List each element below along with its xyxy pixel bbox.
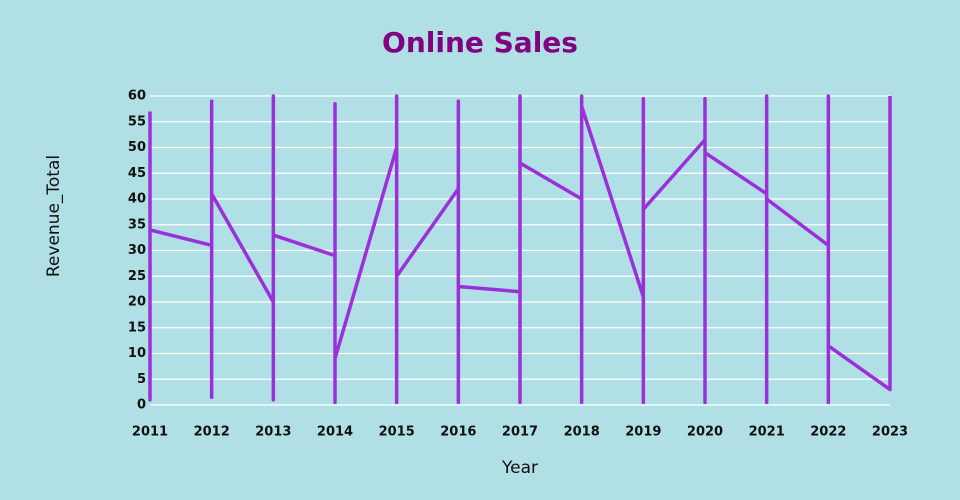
y-tick-label: 25 bbox=[128, 269, 146, 284]
y-tick-label: 40 bbox=[128, 192, 146, 207]
y-tick-label: 45 bbox=[128, 166, 146, 181]
y-tick-label: 30 bbox=[128, 243, 146, 258]
y-tick-label: 5 bbox=[137, 372, 146, 387]
y-tick-label: 55 bbox=[128, 114, 146, 129]
y-tick-label: 35 bbox=[128, 217, 146, 232]
x-tick-label: 2016 bbox=[440, 425, 476, 440]
y-tick-label: 10 bbox=[128, 346, 146, 361]
x-axis-title: Year bbox=[501, 458, 538, 478]
x-tick-label: 2021 bbox=[749, 425, 785, 440]
x-tick-label: 2018 bbox=[564, 425, 600, 440]
data-line bbox=[148, 94, 892, 405]
y-tick-label: 15 bbox=[128, 320, 146, 335]
x-tick-label: 2015 bbox=[379, 425, 415, 440]
chart-title: Online Sales bbox=[382, 26, 578, 59]
x-tick-label: 2017 bbox=[502, 425, 538, 440]
x-tick-label: 2023 bbox=[872, 425, 908, 440]
x-tick-label: 2011 bbox=[132, 425, 168, 440]
x-tick-label: 2014 bbox=[317, 425, 353, 440]
y-tick-label: 50 bbox=[128, 140, 146, 155]
y-tick-label: 60 bbox=[128, 89, 146, 104]
x-tick-label: 2019 bbox=[625, 425, 661, 440]
y-axis-title: Revenue_Total bbox=[44, 155, 64, 277]
x-tick-label: 2020 bbox=[687, 425, 723, 440]
x-tick-label: 2022 bbox=[810, 425, 846, 440]
y-tick-label: 20 bbox=[128, 295, 146, 310]
y-tick-label: 0 bbox=[137, 398, 146, 413]
x-tick-label: 2012 bbox=[194, 425, 230, 440]
x-tick-label: 2013 bbox=[255, 425, 291, 440]
